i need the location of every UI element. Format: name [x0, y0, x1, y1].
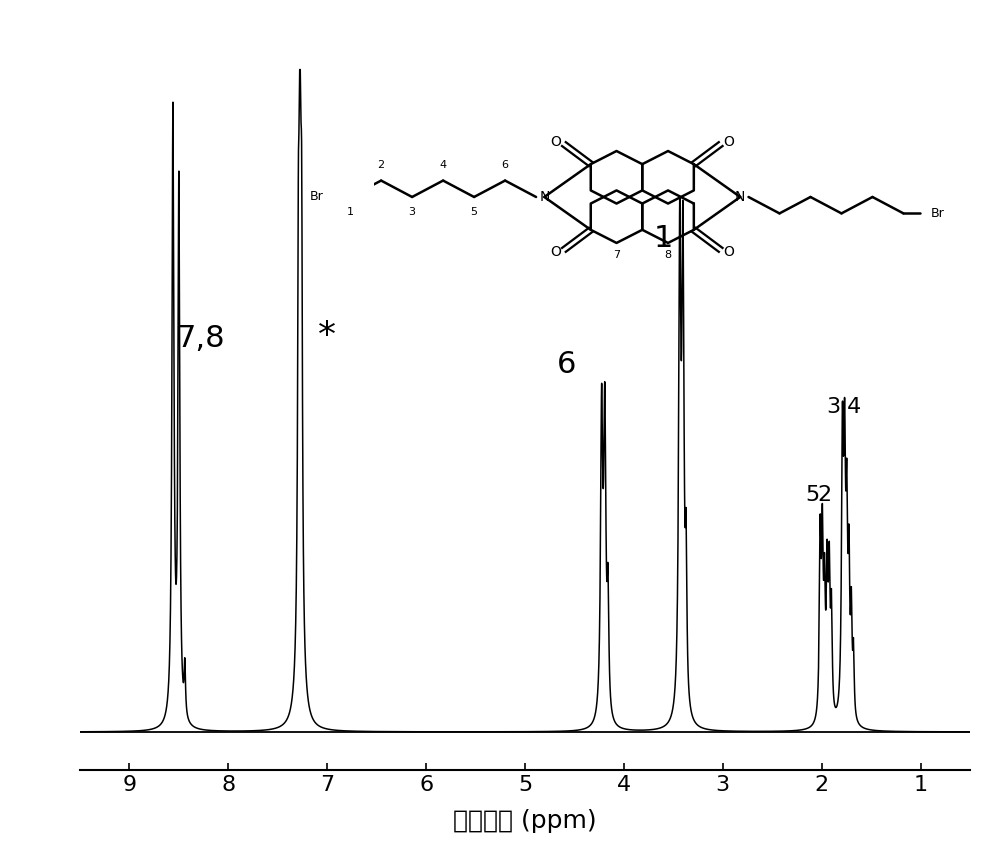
Text: *: * [318, 320, 336, 354]
Text: 3,4: 3,4 [826, 397, 861, 416]
Text: 2: 2 [818, 485, 832, 505]
X-axis label: 化学位移 (ppm): 化学位移 (ppm) [453, 809, 597, 832]
Text: 7,8: 7,8 [176, 325, 225, 354]
Text: 5: 5 [806, 485, 820, 505]
Text: 6: 6 [557, 349, 576, 379]
Text: 1: 1 [654, 223, 673, 252]
